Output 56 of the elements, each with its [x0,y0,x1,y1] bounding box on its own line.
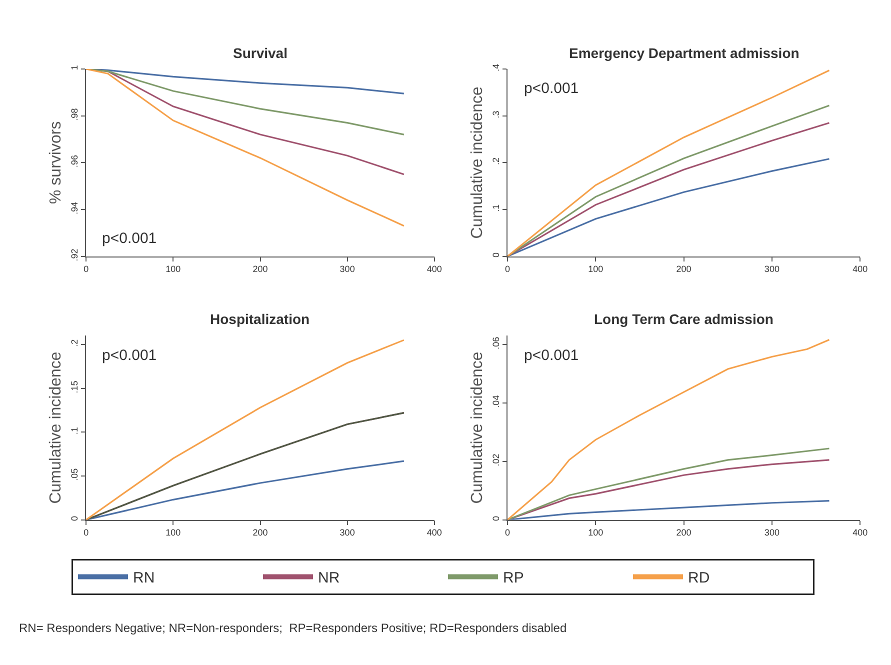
chart-title: Survival [233,45,288,61]
annotation: p<0.001 [524,347,579,364]
annotation: p<0.001 [524,80,579,97]
x-tick-label: 300 [764,264,780,274]
annotation: p<0.001 [102,347,157,364]
y-tick-label: .15 [70,380,80,394]
y-tick-label: .02 [490,454,501,466]
x-tick-label: 400 [426,264,442,274]
x-tick-label: 100 [588,528,604,538]
y-tick-label: .4 [490,64,501,72]
x-tick-label: 300 [340,264,355,274]
x-tick-label: 0 [504,264,510,274]
y-tick-label: 0 [490,252,501,258]
x-tick-label: 200 [676,528,692,538]
x-tick-label: 100 [588,264,604,274]
y-tick-label: .2 [70,339,80,347]
x-tick-label: 300 [340,528,355,538]
x-tick-label: 400 [852,264,868,274]
legend-label: RN [133,570,155,587]
x-tick-label: 200 [252,528,268,538]
y-tick-label: .3 [490,110,501,118]
legend-label: RD [688,570,710,587]
annotation: p<0.001 [102,230,157,247]
y-tick-label: .2 [490,158,501,166]
y-tick-label: .1 [490,204,501,212]
y-tick-label: .94 [70,202,80,214]
x-tick-label: 400 [426,528,442,538]
text: RN= Responders Negative; NR=Non-responders; RP=Responders Positive; RD=Responders disabled [19,621,567,635]
x-tick-label: 0 [84,528,89,538]
x-tick-label: 100 [166,264,181,274]
legend-label: RP [503,570,524,587]
y-tick-label: .1 [70,427,80,435]
chart-title: Hospitalization [210,311,310,327]
x-tick-label: 300 [764,528,780,538]
y-axis-title: % survivors [47,121,64,204]
y-tick-label: .04 [490,395,501,408]
y-axis-title: Cumulative incidence [468,352,486,504]
y-tick-label: .98 [70,108,80,121]
x-tick-label: 400 [852,528,868,538]
y-tick-label: 0 [490,516,501,521]
y-tick-label: 0 [70,516,80,521]
x-tick-label: 100 [166,528,181,538]
x-tick-label: 0 [504,528,510,538]
y-axis-title: Cumulative incidence [47,352,64,504]
x-tick-label: 0 [84,264,89,274]
legend-label: NR [318,570,340,587]
y-axis-title: Cumulative incidence [468,86,486,239]
y-tick-label: .06 [490,336,501,350]
chart-title: Long Term Care admission [594,311,774,327]
y-tick-label: .92 [70,248,80,262]
chart-title: Emergency Department admission [569,45,800,61]
y-tick-label: .96 [70,155,80,168]
y-tick-label: .05 [70,468,80,481]
x-tick-label: 200 [676,264,692,274]
y-tick-label: 1 [70,65,80,70]
x-tick-label: 200 [252,264,268,274]
